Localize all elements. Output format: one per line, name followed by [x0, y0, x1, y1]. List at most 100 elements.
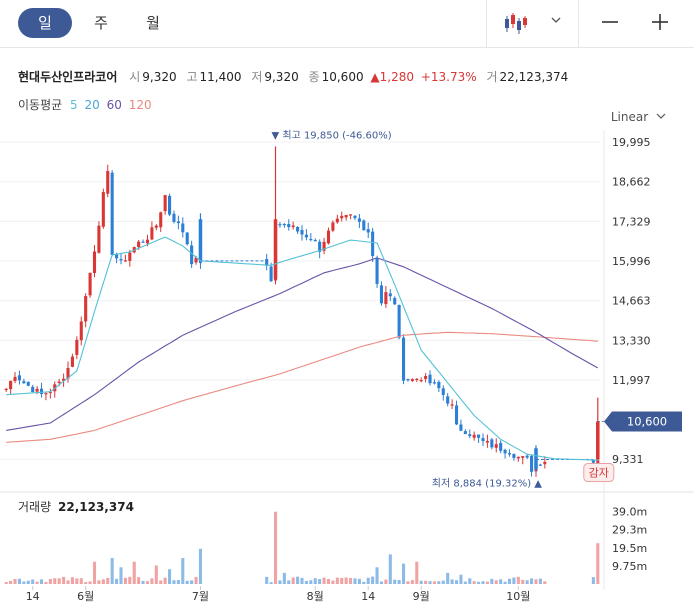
volume-bar: [287, 580, 291, 584]
ma120-line: [6, 331, 598, 443]
candle-body: [384, 292, 388, 305]
volume-bar: [503, 581, 507, 584]
candle-body: [181, 223, 185, 233]
volume-bar: [128, 576, 132, 584]
candle-body: [17, 375, 21, 381]
candle-body: [53, 384, 57, 392]
volume-bar: [181, 558, 185, 584]
candle-body: [503, 449, 507, 454]
candle-body: [340, 215, 344, 219]
candle-body: [481, 438, 485, 442]
volume-bar: [198, 548, 203, 584]
tab-daily[interactable]: 일: [18, 8, 72, 38]
x-tick-label: 10월: [506, 590, 530, 603]
volume-bar: [410, 580, 414, 584]
current-price-label: 10,600: [627, 414, 667, 428]
candle-body: [485, 440, 489, 443]
candle-body: [300, 230, 304, 235]
volume-bar: [362, 581, 366, 584]
low-annotation: 최저 8,884 (19.32%) ▲: [432, 478, 542, 490]
volume-bar: [39, 579, 44, 584]
volume-bar: [48, 579, 52, 584]
candle-body: [410, 379, 414, 381]
candle-body: [79, 321, 83, 341]
candle-body: [366, 229, 370, 233]
candle-body: [591, 460, 595, 463]
scale-mode: Linear: [610, 110, 649, 124]
volume-bar: [66, 580, 70, 584]
volume-value: 22,123,374: [499, 70, 569, 84]
volume-bar: [490, 578, 494, 584]
chevron-down-icon: [656, 113, 666, 119]
volume-bar: [441, 580, 445, 584]
volume-bar: [538, 578, 542, 584]
candle-body: [269, 266, 273, 282]
ma5-legend[interactable]: 5: [70, 98, 78, 112]
candle-body: [70, 356, 74, 367]
candle-body: [22, 381, 26, 384]
volume-tick-label: 39.0m: [612, 506, 647, 519]
x-tick-label: 14: [26, 590, 40, 603]
chart-toolbar: 일 주 월: [0, 0, 694, 47]
volume-bar: [79, 578, 83, 584]
capital-reduction-label: 감자: [589, 467, 609, 480]
volume-bar: [437, 581, 441, 584]
candle-body: [326, 230, 331, 244]
toolbar-separator: [0, 47, 694, 48]
candle-body: [44, 393, 48, 395]
volume-bar: [296, 576, 300, 584]
ma60-line: [6, 257, 599, 431]
volume-tick-label: 29.3m: [612, 524, 647, 537]
candle-body: [132, 247, 136, 253]
volume-bar: [477, 581, 481, 584]
volume-bar: [84, 582, 88, 584]
ma60-legend[interactable]: 60: [106, 98, 122, 112]
candle-body: [159, 212, 163, 228]
y-tick-label: 19,995: [612, 136, 651, 149]
volume-bar: [326, 579, 331, 584]
minus-icon[interactable]: [600, 12, 620, 32]
toolbar-divider: [578, 0, 579, 47]
volume-bar: [397, 580, 401, 584]
ma20-legend[interactable]: 20: [84, 98, 100, 112]
volume-bar: [384, 579, 388, 584]
volume-bar: [309, 580, 313, 584]
plus-icon[interactable]: [650, 12, 670, 32]
candle-body: [494, 444, 498, 448]
candle-body: [287, 224, 291, 228]
candle-body: [172, 213, 176, 222]
candle-body: [543, 461, 547, 465]
y-tick-label: 9,331: [612, 453, 644, 466]
stock-name: 현대두산인프라코어: [18, 70, 118, 84]
volume-bar: [53, 578, 57, 584]
volume-bar: [512, 577, 516, 584]
candle-body: [534, 463, 538, 472]
volume-bar: [481, 581, 485, 584]
candle-body: [525, 455, 529, 458]
candle-body: [415, 378, 419, 381]
volume-bar: [132, 561, 136, 584]
volume-bar: [265, 576, 269, 584]
chart-type-button[interactable]: [500, 8, 580, 38]
candle-body: [4, 388, 8, 391]
volume-bar: [163, 577, 167, 584]
volume-bar: [322, 577, 326, 584]
y-tick-label: 11,997: [612, 374, 651, 387]
x-tick-label: 9월: [413, 590, 430, 603]
candle-body: [596, 460, 600, 464]
candle-body: [375, 257, 379, 284]
ma120-legend[interactable]: 120: [128, 98, 152, 112]
low-value: 9,320: [264, 70, 299, 84]
candle-body: [278, 224, 282, 226]
volume-bar: [9, 580, 13, 584]
volume-bar: [463, 581, 467, 584]
tab-monthly[interactable]: 월: [146, 14, 160, 32]
candle-body: [39, 388, 44, 395]
scale-selector[interactable]: Linear: [611, 110, 666, 124]
tab-weekly[interactable]: 주: [94, 14, 108, 32]
volume-label: 거: [486, 70, 498, 84]
price-summary: 현대두산인프라코어 시 9,320 고 11,400 저 9,320 종 10,600 …: [18, 68, 570, 85]
volume-bar: [31, 579, 35, 584]
high-value: 11,400: [199, 70, 242, 84]
